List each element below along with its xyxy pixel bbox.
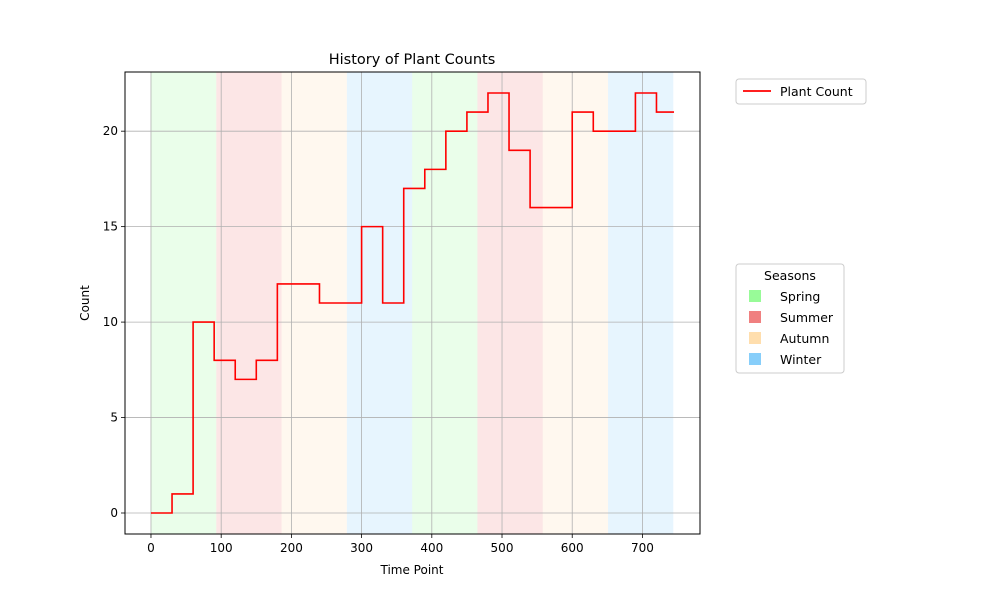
season-band-spring (412, 72, 478, 534)
seasons-legend-frame (735, 263, 845, 374)
x-tick-label: 200 (280, 541, 303, 555)
y-tick-label: 5 (110, 411, 118, 425)
plot-area-frame (124, 71, 701, 535)
seasons-legend-title: Seasons (764, 268, 816, 283)
series-legend: Plant Count (735, 78, 867, 105)
legend-label-summer: Summer (780, 310, 834, 325)
legend-swatch-summer (749, 311, 761, 323)
legend-label-spring: Spring (780, 289, 820, 304)
y-tick-label: 0 (110, 506, 118, 520)
chart-title: History of Plant Counts (329, 52, 496, 68)
legend-label-winter: Winter (780, 352, 822, 367)
x-tick-label: 400 (420, 541, 443, 555)
legend-swatch-winter (749, 353, 761, 365)
series-line-plant-count (150, 92, 675, 514)
season-band-spring (150, 72, 217, 534)
season-band-winter (608, 72, 674, 534)
season-band-autumn (542, 72, 609, 534)
season-band-summer (477, 72, 543, 534)
x-tick-label: 100 (210, 541, 233, 555)
series-layer (150, 92, 675, 514)
y-tick-label: 10 (103, 315, 118, 329)
legend-swatch-spring (749, 290, 761, 302)
x-axis-ticks: 0 100 200 300 400 500 600 700 (147, 534, 654, 555)
x-tick-label: 0 (147, 541, 155, 555)
x-tick-label: 600 (561, 541, 584, 555)
legend-label-autumn: Autumn (780, 331, 829, 346)
x-tick-label: 500 (491, 541, 514, 555)
y-axis-label: Count (78, 285, 92, 321)
seasons-legend: Seasons Spring Summer Autumn Winter (735, 263, 845, 374)
y-axis-ticks: 0 5 10 15 20 (103, 124, 125, 520)
x-tick-label: 700 (631, 541, 654, 555)
y-tick-label: 20 (103, 124, 118, 138)
legend-label-plant-count: Plant Count (780, 84, 853, 99)
y-tick-label: 15 (103, 220, 118, 234)
season-bands (150, 72, 674, 534)
x-tick-label: 300 (350, 541, 373, 555)
series-legend-frame (735, 78, 867, 105)
season-band-summer (216, 72, 282, 534)
x-axis-label: Time Point (380, 563, 444, 577)
seasons-legend-items: Spring Summer Autumn Winter (749, 289, 834, 367)
legend-swatch-autumn (749, 332, 761, 344)
